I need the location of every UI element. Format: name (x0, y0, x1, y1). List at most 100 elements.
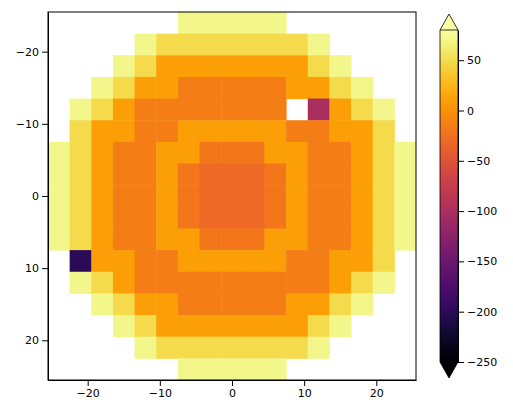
tick-mark (232, 380, 233, 386)
cell (329, 250, 351, 272)
cell (264, 293, 286, 315)
tick-label: −200 (467, 306, 497, 319)
cell (308, 315, 330, 337)
cell (308, 142, 330, 164)
cell (329, 77, 351, 99)
cell (113, 272, 135, 294)
tick-mark (458, 362, 464, 363)
tick-mark (88, 380, 89, 386)
cell (351, 228, 373, 250)
cell (113, 250, 135, 272)
chart: −20−1001020−20−1001020−250−200−150−100−5… (0, 0, 513, 413)
cell (178, 337, 200, 359)
cell (156, 142, 178, 164)
cell (200, 99, 222, 121)
cell (286, 55, 308, 77)
cell (264, 358, 286, 380)
tick-label: 0 (229, 387, 236, 400)
tick-mark (458, 60, 464, 61)
cell (200, 142, 222, 164)
cell (135, 99, 157, 121)
cell (264, 164, 286, 186)
cell (200, 164, 222, 186)
tick-mark (458, 161, 464, 162)
tick-mark (458, 211, 464, 212)
cell (178, 142, 200, 164)
tick-label: −10 (16, 118, 39, 131)
cell (286, 120, 308, 142)
cell (178, 272, 200, 294)
cell (91, 207, 113, 229)
plot-background (48, 12, 416, 380)
cell (221, 99, 243, 121)
cell (91, 99, 113, 121)
cell (91, 185, 113, 207)
cell (70, 228, 92, 250)
plot: −20−1001020−20−1001020 (16, 12, 417, 400)
cell (221, 315, 243, 337)
cell (156, 55, 178, 77)
x-axis: −20−1001020 (49, 380, 417, 400)
tick: 10 (25, 262, 48, 275)
cell (200, 250, 222, 272)
plot-frame (48, 12, 416, 380)
cell (178, 77, 200, 99)
cell (221, 142, 243, 164)
cell (264, 142, 286, 164)
cell (286, 337, 308, 359)
cell (70, 185, 92, 207)
cell (135, 55, 157, 77)
cell (135, 164, 157, 186)
cell (373, 228, 395, 250)
cell (91, 272, 113, 294)
cell (373, 164, 395, 186)
cell (243, 120, 265, 142)
tick-mark (458, 312, 464, 313)
cell (48, 207, 70, 229)
cell (113, 99, 135, 121)
cell (243, 228, 265, 250)
cell (200, 228, 222, 250)
cell (351, 99, 373, 121)
cell (243, 293, 265, 315)
cell (329, 164, 351, 186)
cell (135, 315, 157, 337)
cell (135, 207, 157, 229)
cell (329, 315, 351, 337)
cell (286, 250, 308, 272)
tick-label: 10 (298, 387, 312, 400)
colorbar-axis: −250−200−150−100−50050 (458, 31, 497, 370)
cell (264, 250, 286, 272)
tick-mark (304, 380, 305, 386)
cell (243, 164, 265, 186)
cell (91, 228, 113, 250)
cell (200, 120, 222, 142)
cell (329, 55, 351, 77)
cell (308, 34, 330, 56)
cell (113, 120, 135, 142)
cell (135, 272, 157, 294)
cell (70, 250, 92, 272)
cell (286, 228, 308, 250)
cell (48, 228, 70, 250)
cell (178, 34, 200, 56)
cell (178, 55, 200, 77)
cell (351, 164, 373, 186)
cell (200, 34, 222, 56)
cell (351, 250, 373, 272)
cell (373, 185, 395, 207)
cell (394, 185, 416, 207)
cell (156, 293, 178, 315)
tick-mark (376, 380, 377, 386)
tick-mark (42, 124, 48, 125)
cell (156, 228, 178, 250)
tick: −10 (149, 380, 172, 400)
cell (286, 142, 308, 164)
cell (135, 77, 157, 99)
cell (243, 207, 265, 229)
cell (394, 142, 416, 164)
cell (135, 337, 157, 359)
tick-label: 20 (370, 387, 384, 400)
cells (48, 12, 416, 380)
colorbar-gradient (440, 30, 458, 362)
